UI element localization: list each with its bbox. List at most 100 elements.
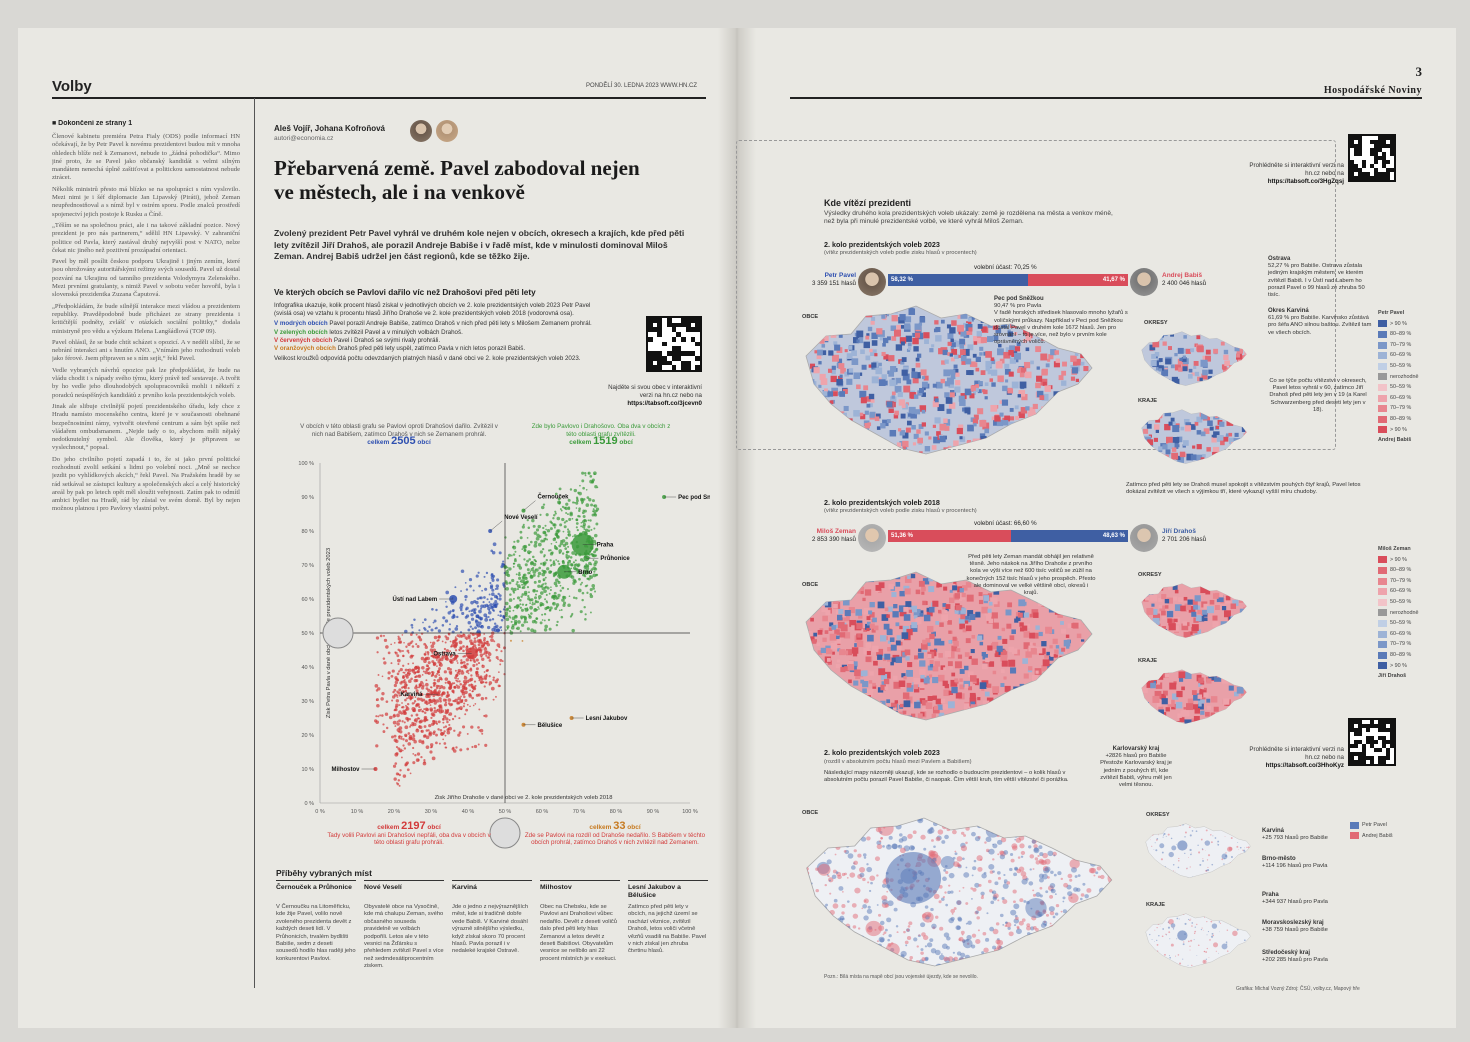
qr-module [676, 322, 682, 328]
map-cell [901, 673, 906, 678]
data-point [563, 521, 566, 524]
map-cell [1066, 670, 1073, 677]
map-cell [817, 629, 823, 635]
data-point [531, 601, 534, 604]
map-cell [1212, 451, 1219, 459]
data-point [593, 550, 597, 554]
map-bubble [975, 939, 981, 945]
qr-code[interactable] [646, 316, 702, 372]
data-point [460, 695, 462, 698]
map-cell [860, 708, 864, 712]
s2-right-votes: 2 701 206 hlasů [1162, 535, 1207, 543]
map-cell [1032, 632, 1039, 639]
map-bubble [992, 928, 999, 935]
map-bubble [997, 822, 1004, 828]
map-cell [806, 327, 810, 331]
map-cell [1010, 667, 1017, 674]
data-point [462, 645, 465, 648]
map-cell [806, 341, 810, 346]
map-cell [1237, 419, 1243, 424]
data-point [438, 742, 441, 745]
map-cell [946, 324, 951, 329]
map-cell [985, 309, 989, 314]
map-cell [914, 701, 921, 709]
map-cell [1220, 378, 1225, 382]
q-bottom-left-post: obcí [427, 824, 441, 831]
map-cell [876, 707, 883, 714]
map-cell [1087, 380, 1091, 385]
data-point [554, 510, 557, 513]
map-cell [1167, 618, 1172, 623]
data-point [572, 581, 576, 585]
map-bubble [903, 930, 906, 934]
map-cell [1016, 694, 1021, 699]
map-cell [1241, 383, 1247, 386]
map-cell [905, 335, 912, 342]
data-point [465, 658, 470, 662]
point-label: Praha [597, 543, 614, 549]
map-cell [881, 614, 889, 621]
data-point [396, 722, 400, 726]
data-point [589, 479, 593, 484]
map-cell [867, 722, 871, 726]
data-point [581, 581, 584, 584]
data-point [414, 696, 417, 698]
map-bubble [1068, 825, 1073, 830]
map-cell [955, 605, 962, 611]
legend-item: 50–59 % [1378, 597, 1434, 608]
map-cell [934, 638, 942, 646]
info-line: V červených obcích Pavel i Drahoš se svý… [274, 337, 604, 345]
data-point [537, 571, 542, 576]
data-point [478, 609, 482, 614]
map-bubble [952, 951, 956, 954]
data-point [432, 663, 436, 667]
data-point [443, 670, 447, 674]
map-cell [893, 329, 901, 337]
map-cell [1200, 462, 1207, 464]
qr-module [648, 351, 653, 356]
map-cell [1145, 672, 1151, 678]
map-bubble [1102, 818, 1106, 820]
data-point [428, 625, 431, 629]
data-point [542, 503, 546, 506]
data-point [590, 528, 593, 531]
qr-module [648, 360, 653, 366]
map-cell [1042, 659, 1050, 667]
map-cell [1156, 416, 1161, 420]
data-point [423, 659, 427, 664]
data-point [481, 589, 484, 592]
map-cell [920, 369, 927, 376]
map-cell [1172, 425, 1180, 433]
data-point [396, 672, 400, 676]
map-bubble [991, 890, 997, 895]
map-cell [1245, 428, 1247, 434]
map-cell [1050, 452, 1055, 454]
map-bubble [811, 855, 817, 860]
map-cell [945, 721, 950, 726]
map-cell [813, 686, 818, 691]
map-cell [1182, 355, 1186, 359]
map-cell [831, 369, 836, 375]
data-point [430, 654, 433, 657]
map-cell [1022, 422, 1029, 429]
map-cell [882, 710, 889, 717]
map-cell [927, 695, 933, 701]
qr-url[interactable]: https://tabsoft.co/3jcevn0 [627, 400, 702, 407]
map-cell [1045, 714, 1050, 719]
map-cell [1090, 706, 1092, 711]
map-cell [924, 431, 929, 436]
data-point [436, 639, 439, 642]
data-point [384, 712, 389, 716]
map-cell [938, 712, 945, 719]
quadrant-label-bottom-right: celkem 33 obcí Zde se Pavlovi na rozdíl … [520, 821, 710, 847]
map-cell [1048, 606, 1055, 613]
data-point [484, 618, 489, 622]
map-cell [948, 402, 956, 409]
data-point [576, 528, 579, 532]
map-cell [834, 578, 838, 582]
data-point [517, 563, 521, 568]
map-cell [900, 325, 905, 329]
map-cell [1062, 410, 1068, 417]
data-point [473, 744, 478, 749]
data-point [581, 471, 585, 475]
